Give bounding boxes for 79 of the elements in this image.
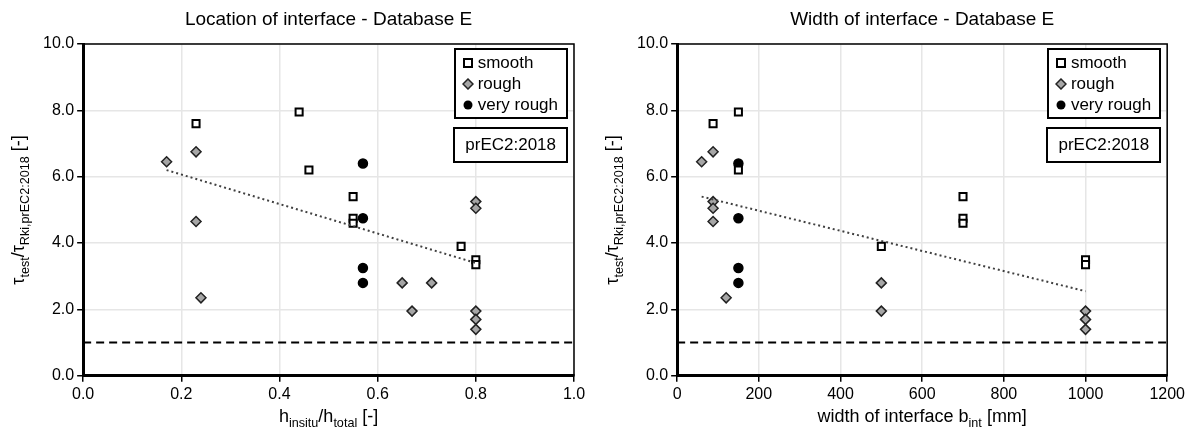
point xyxy=(357,158,369,169)
point xyxy=(160,156,173,168)
legend-label: smooth xyxy=(1070,52,1127,73)
x-tick-label: 200 xyxy=(745,384,773,402)
y-tick-label: 8.0 xyxy=(645,100,669,118)
point xyxy=(425,277,438,289)
point xyxy=(1079,323,1092,336)
point xyxy=(708,119,718,129)
x-tick-label: 0.0 xyxy=(72,384,95,402)
point xyxy=(406,305,418,317)
point xyxy=(357,277,369,289)
point xyxy=(875,277,888,289)
point xyxy=(958,192,968,202)
point xyxy=(733,107,743,117)
y-tick-label: 2.0 xyxy=(51,299,75,317)
x-tick-label: 400 xyxy=(827,384,854,402)
point xyxy=(707,215,719,228)
x-tick-label: 1200 xyxy=(1149,384,1186,402)
x-tick-label: 0.6 xyxy=(366,384,389,402)
point xyxy=(707,202,719,214)
point xyxy=(958,218,968,228)
x-tick-label: 600 xyxy=(908,384,936,402)
legend-label: smooth xyxy=(477,52,534,73)
point xyxy=(357,262,369,274)
chart-title: Width of interface - Database E xyxy=(790,8,1055,30)
point xyxy=(876,241,886,251)
legend-label: rough xyxy=(1070,73,1115,94)
point xyxy=(456,241,466,251)
point xyxy=(707,146,719,158)
point xyxy=(470,313,482,326)
y-tick-label: 2.0 xyxy=(645,299,669,317)
point xyxy=(471,260,481,270)
point xyxy=(733,165,743,175)
legend-label: very rough xyxy=(477,94,558,115)
point xyxy=(294,107,304,117)
y-tick-label: 0.0 xyxy=(51,366,75,384)
point xyxy=(733,277,744,289)
x-tick-label: 0 xyxy=(672,384,682,402)
y-tick-label: 10.0 xyxy=(43,34,75,52)
legend-label: rough xyxy=(477,73,522,94)
legend-label: very rough xyxy=(1070,94,1152,115)
x-tick-label: 0.4 xyxy=(268,384,291,402)
point xyxy=(470,323,482,336)
y-tick-label: 8.0 xyxy=(51,100,75,118)
x-tick-label: 1000 xyxy=(1067,384,1104,402)
point xyxy=(470,305,482,317)
y-tick-label: 6.0 xyxy=(645,167,669,185)
point xyxy=(733,262,744,274)
y-tick-label: 4.0 xyxy=(645,233,669,251)
point xyxy=(1079,305,1092,317)
point xyxy=(720,292,732,304)
point xyxy=(348,192,358,202)
annotation: prEC2:2018 xyxy=(453,127,568,163)
y-tick-label: 4.0 xyxy=(51,233,75,251)
y-tick-label: 10.0 xyxy=(637,34,669,52)
point xyxy=(396,277,408,289)
point xyxy=(190,146,202,158)
x-tick-label: 1.0 xyxy=(562,384,586,402)
point xyxy=(733,212,744,224)
point xyxy=(1080,260,1091,270)
point xyxy=(195,292,207,304)
y-tick-label: 0.0 xyxy=(645,366,669,384)
point xyxy=(1079,313,1092,326)
point xyxy=(470,202,482,214)
point xyxy=(348,218,358,228)
point xyxy=(191,119,201,129)
x-axis-title: width of interface b$_{int}$ [mm] xyxy=(817,405,1027,430)
annotation: prEC2:2018 xyxy=(1046,127,1162,163)
x-tick-label: 0.8 xyxy=(464,384,488,402)
point xyxy=(357,212,369,224)
chart-title: Location of interface - Database E xyxy=(184,8,473,30)
point xyxy=(190,215,202,228)
x-tick-label: 0.2 xyxy=(170,384,193,402)
point xyxy=(304,165,314,175)
x-axis-title: h$_{insitu}$/h$_{total}$ [-] xyxy=(278,405,379,430)
x-tick-label: 800 xyxy=(990,384,1018,402)
y-tick-label: 6.0 xyxy=(51,167,75,185)
point xyxy=(875,305,888,317)
point xyxy=(695,156,708,168)
